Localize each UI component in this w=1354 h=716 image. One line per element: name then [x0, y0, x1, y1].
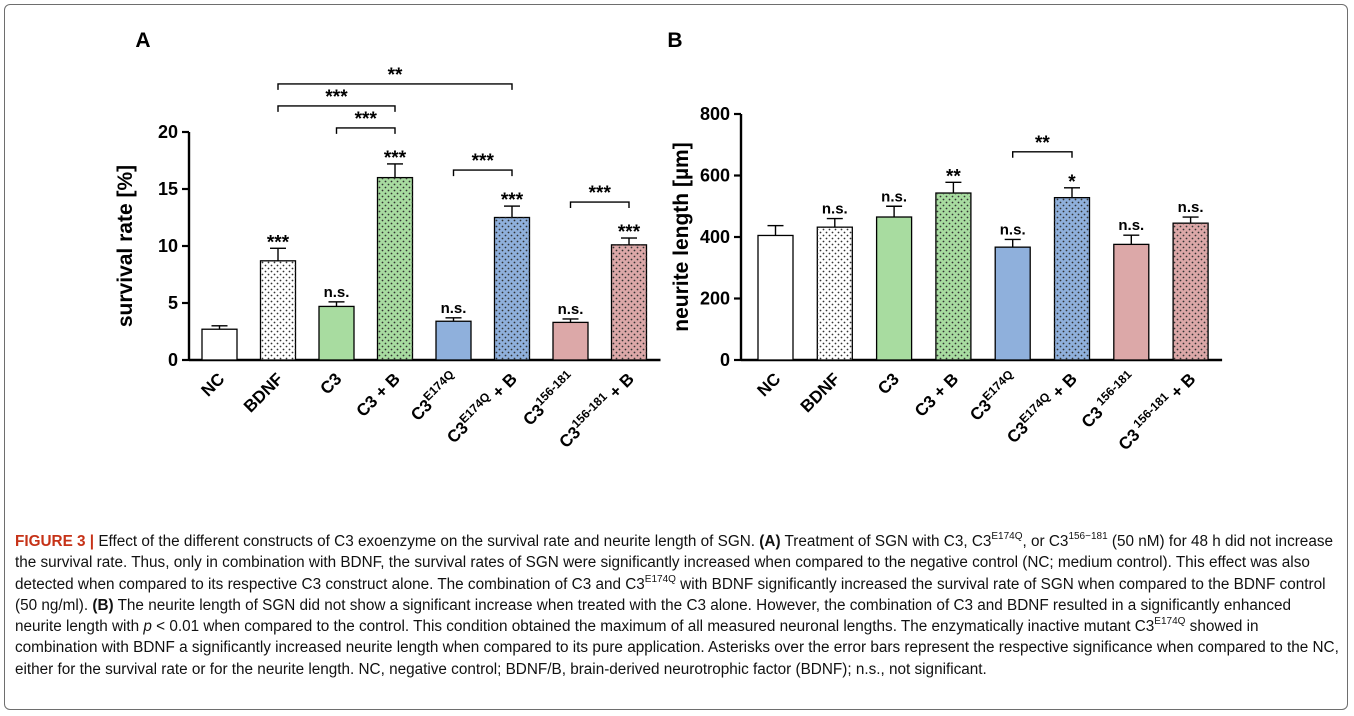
caption-sup-3: E174Q — [644, 573, 676, 585]
y-tick-label: 0 — [720, 350, 730, 370]
x-tick-label: C3E174Q — [964, 367, 1021, 424]
comparison-label: *** — [355, 109, 378, 130]
significance-label: n.s. — [881, 188, 907, 205]
significance-label: n.s. — [1000, 221, 1026, 238]
y-tick-label: 5 — [168, 293, 178, 313]
x-tick-label: C3E174Q — [405, 367, 462, 424]
bar — [994, 246, 1031, 361]
bar — [318, 305, 355, 361]
y-tick-label: 600 — [700, 166, 730, 186]
significance-label: *** — [267, 232, 290, 253]
comparison-label: *** — [589, 183, 612, 204]
figure-frame — [4, 4, 1348, 710]
comparison-bracket — [277, 83, 513, 90]
bar — [552, 321, 589, 361]
caption-panel-b-label: (B) — [92, 596, 114, 614]
caption-panel-a-label: (A) — [759, 533, 781, 550]
caption-text-7: < 0.01 when compared to the control. Thi… — [151, 618, 1155, 636]
y-axis-label: survival rate [%] — [114, 165, 137, 327]
x-tick-label: C3 + B — [911, 369, 962, 420]
significance-label: n.s. — [324, 284, 350, 301]
caption-text-2: Treatment of SGN with C3, C3 — [780, 533, 992, 550]
caption-text-3: , or C3 — [1022, 533, 1069, 550]
comparison-label: *** — [325, 87, 348, 108]
comparison-bracket — [335, 127, 396, 134]
comparison-bracket — [452, 169, 513, 177]
bar-dot-pattern — [494, 217, 530, 360]
bar — [1113, 243, 1150, 361]
bar — [757, 234, 794, 361]
x-tick-label: C3 + B — [353, 369, 404, 420]
caption-text-6: The neurite length of SGN did not show a… — [15, 596, 1292, 636]
bar-dot-pattern — [817, 227, 853, 360]
significance-label: *** — [501, 190, 524, 211]
caption-text-4: (50 nM) for 48 h did not increase the su… — [15, 533, 1333, 593]
caption-text-5: with BDNF significantly increased the su… — [15, 575, 1326, 614]
y-tick-label: 800 — [700, 104, 730, 124]
y-tick-label: 200 — [700, 289, 730, 309]
bar-dot-pattern — [1173, 223, 1209, 360]
x-tick-label: BDNF — [240, 369, 287, 416]
y-tick-label: 400 — [700, 227, 730, 247]
y-tick-label: 20 — [158, 122, 178, 142]
caption-sup-2: 156−181 — [1068, 530, 1108, 542]
y-tick-label: 10 — [158, 236, 178, 256]
comparison-label: *** — [472, 151, 495, 172]
bar — [435, 320, 472, 361]
significance-label: n.s. — [558, 301, 584, 318]
caption-sup-1: E174Q — [991, 530, 1023, 542]
bar-dot-pattern — [935, 193, 971, 360]
comparison-label: ** — [1035, 133, 1050, 154]
bar-dot-pattern — [1054, 197, 1090, 360]
caption-sup-4: E174Q — [1154, 616, 1186, 628]
significance-label: n.s. — [1178, 199, 1204, 216]
bar-dot-pattern — [611, 244, 647, 360]
comparison-bracket — [277, 105, 396, 112]
significance-label: n.s. — [822, 201, 848, 218]
x-tick-label: C3 — [317, 369, 346, 398]
significance-label: ** — [946, 166, 961, 187]
comparison-label: ** — [388, 65, 403, 86]
caption-figure-label: FIGURE 3 | — [15, 533, 95, 550]
panel-label: A — [135, 29, 150, 52]
panel-label: B — [667, 29, 682, 52]
bar — [201, 328, 238, 361]
caption-text-8: showed in combination with BDNF a signif… — [15, 618, 1339, 678]
y-tick-label: 15 — [158, 179, 178, 199]
bar-dot-pattern — [377, 177, 413, 360]
y-tick-label: 0 — [168, 350, 178, 370]
caption-p-symbol: p — [143, 618, 152, 636]
figure-caption: FIGURE 3 | Effect of the different const… — [15, 531, 1341, 680]
comparison-bracket — [1012, 151, 1073, 158]
y-axis-label: neurite length [µm] — [670, 142, 693, 331]
bar — [875, 216, 913, 361]
x-tick-label: NC — [198, 369, 229, 400]
significance-label: *** — [618, 222, 641, 243]
x-tick-label: BDNF — [797, 369, 844, 416]
significance-label: n.s. — [1118, 217, 1144, 234]
significance-label: *** — [384, 148, 407, 169]
x-tick-label: NC — [754, 369, 785, 400]
bar-dot-pattern — [260, 260, 296, 360]
significance-label: n.s. — [441, 300, 467, 317]
comparison-bracket — [569, 201, 630, 209]
x-tick-label: C3 — [874, 369, 903, 398]
caption-text-1: Effect of the different constructs of C3… — [94, 533, 760, 550]
significance-label: * — [1068, 172, 1076, 193]
